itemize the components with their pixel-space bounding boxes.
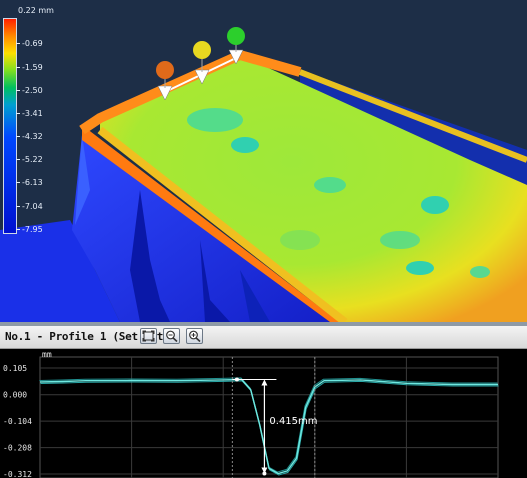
marker-layer bbox=[156, 27, 245, 79]
legend-tick: -0.69 bbox=[16, 39, 43, 48]
profile-chart: mm 0.105 0.000 -0.104 -0.208 -0.312 0.415mm bbox=[3, 350, 499, 478]
zoom-in-button[interactable] bbox=[186, 328, 203, 344]
dimension-arrow-up bbox=[261, 379, 268, 386]
y-tick-label: -0.208 bbox=[3, 444, 32, 453]
y-tick-label: -0.104 bbox=[3, 417, 32, 426]
profile-toolbar: No.1 - Profile 1 (Set 2pt.) bbox=[0, 326, 527, 349]
profile-graph[interactable]: mm 0.105 0.000 -0.104 -0.208 -0.312 0.415mm bbox=[0, 349, 527, 478]
profile-line bbox=[39, 377, 498, 473]
plot-area bbox=[39, 356, 499, 478]
y-unit-label: mm bbox=[42, 350, 52, 359]
legend-tick: -5.22 bbox=[16, 155, 43, 164]
profile-title: No.1 - Profile 1 (Set 2pt.) bbox=[5, 330, 176, 343]
legend-tick: -2.50 bbox=[16, 86, 43, 95]
fit-view-icon bbox=[142, 330, 155, 342]
legend-tick: -3.41 bbox=[16, 109, 43, 118]
y-tick-label: 0.105 bbox=[3, 364, 27, 373]
legend-tick: -6.13 bbox=[16, 178, 43, 187]
y-tick-label: 0.000 bbox=[3, 391, 27, 400]
yellow-marker[interactable] bbox=[193, 41, 211, 59]
profile-line bbox=[40, 380, 499, 476]
orange-marker[interactable] bbox=[156, 61, 174, 79]
height-map-surface bbox=[0, 44, 527, 322]
legend-tick: -7.04 bbox=[16, 202, 43, 211]
legend-tick: -7.95 bbox=[16, 225, 43, 234]
point-marker bbox=[262, 471, 267, 476]
legend-tick: -4.32 bbox=[16, 132, 43, 141]
color-scale-legend: 0.22 mm -0.69 -1.59 -2.50 -3.41 -4.32 -5… bbox=[0, 6, 60, 236]
color-scale-bar bbox=[3, 18, 17, 234]
legend-max-label: 0.22 mm bbox=[18, 6, 54, 15]
3d-height-map-view[interactable]: 0.22 mm -0.69 -1.59 -2.50 -3.41 -4.32 -5… bbox=[0, 0, 527, 322]
zoom-out-icon bbox=[166, 330, 178, 342]
zoom-in-icon bbox=[189, 330, 201, 342]
green-marker[interactable] bbox=[227, 27, 245, 45]
point-marker bbox=[234, 377, 239, 382]
profile-line bbox=[39, 378, 498, 475]
dimension-value-label: 0.415mm bbox=[269, 416, 317, 427]
dimension-arrow-down bbox=[261, 467, 268, 474]
fit-view-button[interactable] bbox=[140, 328, 157, 344]
zoom-out-button[interactable] bbox=[163, 328, 180, 344]
splitter[interactable] bbox=[0, 322, 527, 326]
y-tick-label: -0.312 bbox=[3, 470, 32, 478]
legend-tick: -1.59 bbox=[16, 63, 43, 72]
